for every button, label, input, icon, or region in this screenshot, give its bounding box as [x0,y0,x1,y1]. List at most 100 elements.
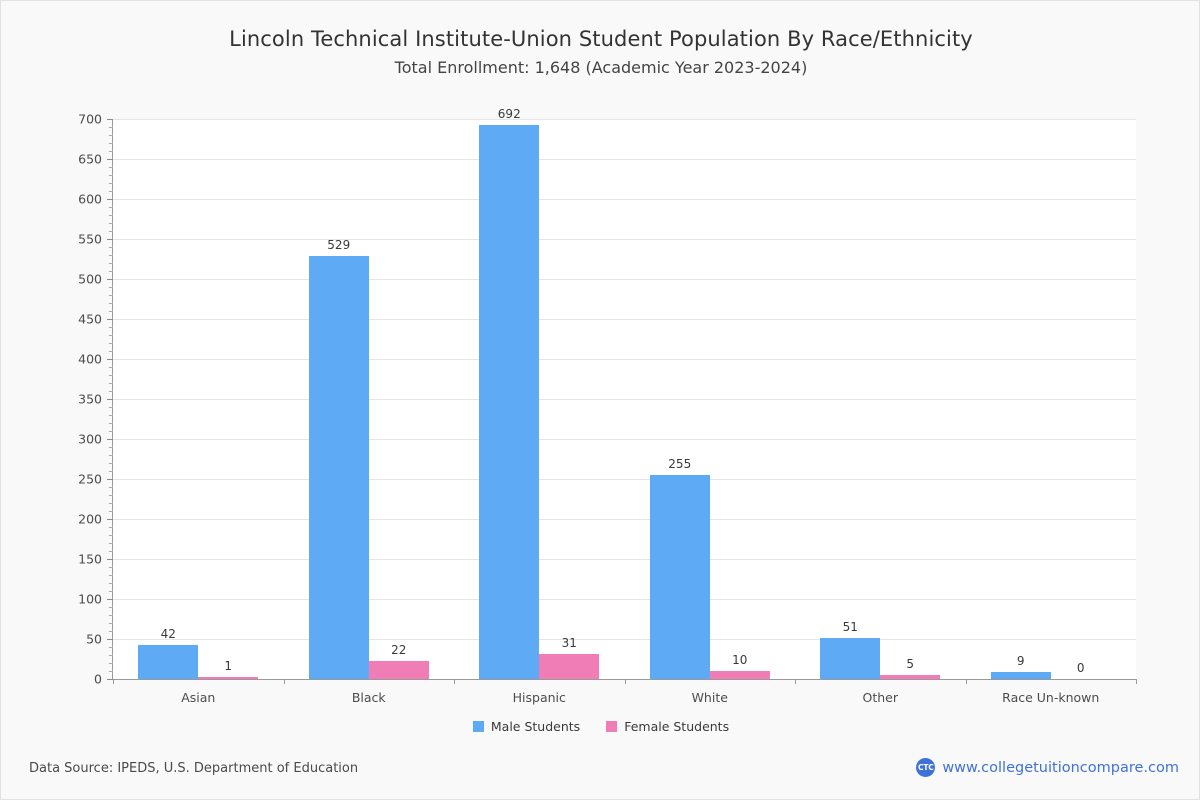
bar-value-label: 31 [561,636,577,651]
y-axis-minor-tick [109,231,113,232]
y-axis-minor-tick [109,351,113,352]
x-axis-tick [113,679,114,684]
gridline [113,399,1136,400]
chart-title: Lincoln Technical Institute-Union Studen… [229,27,973,51]
y-axis-minor-tick [109,655,113,656]
y-axis-minor-tick [109,495,113,496]
y-axis-minor-tick [109,143,113,144]
gridline [113,159,1136,160]
plot-area: 0 50 100 150 200 250 300 350 400 450 500 550 600 650 7… [78,107,1137,705]
bar-male[interactable]: 529 [308,238,369,679]
y-axis-minor-tick [109,431,113,432]
y-axis-minor-tick [109,175,113,176]
chart-subtitle: Total Enrollment: 1,648 (Academic Year 2… [394,58,808,77]
gridline [113,319,1136,320]
y-axis-minor-tick [109,487,113,488]
bar-female[interactable]: 22 [368,643,429,679]
x-axis-tick [283,679,285,684]
bar-male[interactable]: 9 [990,654,1051,679]
y-axis-minor-tick [109,463,113,464]
x-axis-tick [624,679,626,684]
y-axis-minor-tick [109,647,113,648]
y-axis-minor-tick [109,671,113,672]
gridline [113,639,1136,640]
x-axis-line [112,679,1136,680]
brand-url-label: www.collegetuitioncompare.com [942,759,1179,776]
y-axis-minor-tick [109,607,113,608]
y-axis-minor-tick [109,471,113,472]
y-axis-minor-tick [109,503,113,504]
y-axis-minor-tick [109,551,113,552]
gridline [113,239,1136,240]
y-axis-minor-tick [109,167,113,168]
y-axis-minor-tick [109,511,113,512]
x-axis-label: Hispanic [512,690,566,705]
data-source-note: Data Source: IPEDS, U.S. Department of E… [29,761,359,776]
y-axis-minor-tick [109,375,113,376]
y-axis-minor-tick [109,391,113,392]
bar-value-label: 10 [732,653,748,667]
y-axis-tick [107,159,113,160]
y-axis-minor-tick [109,183,113,184]
y-axis-minor-tick [109,535,113,536]
bar-male[interactable]: 255 [649,457,710,679]
bar-value-label: 9 [1016,653,1025,668]
y-axis-minor-tick [109,191,113,192]
legend-item-male[interactable]: Male Students [472,719,581,734]
y-axis-minor-tick [109,215,113,216]
y-axis-label: 200 [78,511,102,527]
y-axis-tick [107,479,113,480]
y-axis-tick [107,239,113,240]
x-axis-label: Asian [181,690,216,705]
y-axis-minor-tick [109,343,113,344]
y-axis-tick [107,119,113,120]
gridline [113,559,1136,560]
gridline [113,279,1136,280]
y-axis-minor-tick [109,423,113,424]
bar-male[interactable]: 692 [479,107,540,679]
bar-value-label: 692 [497,107,521,122]
bar-male[interactable]: 51 [820,620,881,679]
y-axis-minor-tick [109,615,113,616]
y-axis-minor-tick [109,527,113,528]
y-axis-tick [107,519,113,520]
y-axis-minor-tick [109,663,113,664]
bar-female[interactable]: 10 [709,653,770,679]
chart-footer: Data Source: IPEDS, U.S. Department of E… [1,747,1199,799]
y-axis-minor-tick [109,583,113,584]
bar-value-label: 0 [1076,661,1085,675]
y-axis-minor-tick [109,223,113,224]
y-axis-minor-tick [109,415,113,416]
y-axis-minor-tick [109,575,113,576]
y-axis-minor-tick [109,567,113,568]
gridline [113,599,1136,600]
chart-legend: Male Students Female Students [1,719,1199,734]
x-axis-tick [1136,679,1137,684]
bar-female[interactable]: 1 [198,659,259,679]
chart-header: Lincoln Technical Institute-Union Studen… [1,25,1199,79]
y-axis-minor-tick [109,127,113,128]
bar-female[interactable]: 5 [880,657,941,679]
x-axis-tick [965,679,967,684]
y-axis-label: 0 [94,671,102,687]
x-axis-label: White [691,690,728,705]
y-axis-minor-tick [109,151,113,152]
y-axis-minor-tick [109,207,113,208]
bar-male[interactable]: 42 [138,627,199,679]
legend-label: Male Students [490,719,581,734]
legend-swatch-icon [606,721,618,732]
y-axis-label: 300 [78,431,102,447]
y-axis-label: 250 [78,471,102,487]
y-axis-minor-tick [109,447,113,448]
y-axis-label: 150 [78,551,102,567]
y-axis-minor-tick [109,631,113,632]
y-axis-label: 700 [78,111,102,127]
legend-swatch-icon [472,721,484,732]
y-axis-tick [107,279,113,280]
y-axis-tick [107,679,113,680]
legend-item-female[interactable]: Female Students [606,719,729,734]
bar-value-label: 529 [327,237,351,252]
bar-female[interactable]: 31 [539,636,600,679]
brand-link[interactable]: CTC www.collegetuitioncompare.com [916,758,1179,777]
